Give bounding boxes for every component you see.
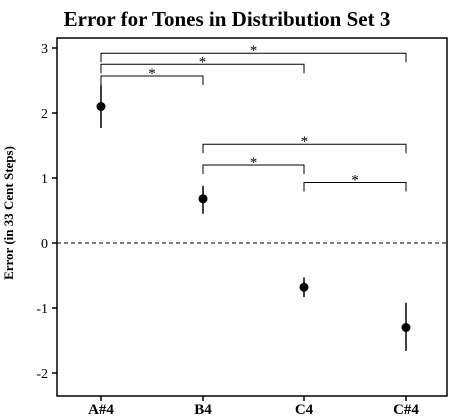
y-tick-label-0: 3	[41, 42, 48, 57]
significance-star-0: *	[250, 43, 258, 59]
x-tick-label-1: B4	[194, 402, 212, 418]
significance-bracket-3	[202, 143, 407, 154]
plot-frame	[56, 37, 448, 397]
significance-star-1: *	[199, 54, 207, 70]
x-tick-label-0: A#4	[88, 402, 114, 418]
significance-star-4: *	[250, 155, 258, 171]
data-point-C#4	[401, 323, 411, 332]
chart-title: Error for Tones in Distribution Set 3	[64, 7, 391, 31]
significance-bracket-1	[100, 63, 305, 74]
data-point-C4	[299, 282, 309, 292]
data-point-A#4	[96, 102, 106, 111]
significance-bracket-5	[303, 182, 407, 192]
x-tick-label-3: C#4	[393, 402, 419, 418]
y-tick-label-2: 1	[41, 172, 48, 187]
y-tick-label-3: 0	[41, 237, 48, 252]
plot-area: 3 2 1 0 -1 -2 A#4 B4 C4 C#4 * * * * * *	[36, 37, 448, 418]
significance-star-2: *	[148, 66, 156, 82]
y-tick-label-4: -1	[36, 302, 48, 317]
data-point-B4	[198, 194, 208, 204]
y-axis-label: Error (in 33 Cent Steps)	[1, 146, 16, 280]
significance-bracket-4	[202, 164, 305, 174]
y-tick-label-5: -2	[36, 367, 48, 382]
significance-star-3: *	[301, 134, 309, 150]
significance-bracket-0	[100, 52, 407, 63]
significance-star-5: *	[351, 173, 359, 189]
x-tick-label-2: C4	[295, 402, 314, 418]
significance-bracket-2	[100, 75, 204, 85]
y-tick-label-1: 2	[41, 107, 48, 122]
